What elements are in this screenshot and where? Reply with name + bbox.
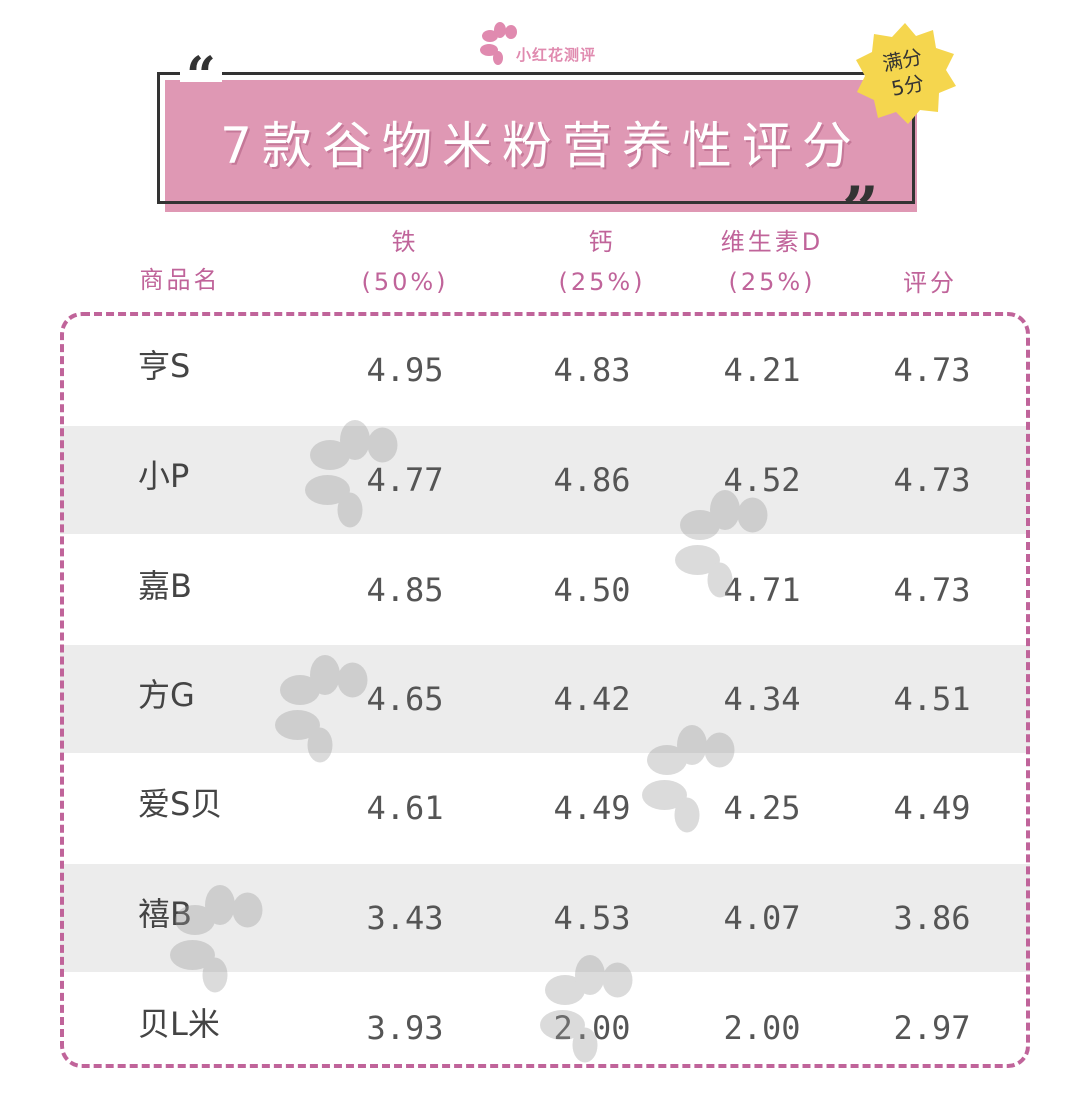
full-score-badge: 满分 5分	[850, 18, 960, 128]
table-row: 亨S 4.95 4.83 4.21 4.73	[60, 316, 1030, 424]
header-weight: (25%)	[558, 268, 646, 296]
header-label: 商品名	[139, 266, 221, 294]
vitd-value: 4.71	[723, 571, 801, 609]
calcium-value: 4.86	[553, 461, 631, 499]
vitd-value: 4.34	[723, 680, 801, 718]
product-name: 方G	[138, 676, 195, 714]
brand-logo: 小红花测评	[480, 22, 610, 72]
starburst-icon	[856, 23, 956, 124]
vitd-value: 2.00	[723, 1009, 801, 1047]
calcium-value: 4.53	[553, 899, 631, 937]
calcium-value: 4.83	[553, 351, 631, 389]
header-weight: (25%)	[728, 268, 816, 296]
column-header-calcium: 钙 (25%)	[522, 222, 682, 302]
header-label: 铁	[391, 228, 419, 256]
score-value: 4.51	[893, 680, 971, 718]
product-name: 嘉B	[138, 567, 192, 605]
score-value: 3.86	[893, 899, 971, 937]
header-label: 钙	[588, 228, 616, 256]
header-label: 评分	[903, 269, 957, 297]
score-value: 4.49	[893, 789, 971, 827]
score-value: 2.97	[893, 1009, 971, 1047]
table-row: 方G 4.65 4.42 4.34 4.51	[60, 645, 1030, 753]
column-header-vitd: 维生素D (25%)	[692, 222, 852, 302]
column-header-name: 商品名	[110, 260, 250, 300]
flower-icon	[480, 22, 517, 65]
column-header-score: 评分	[860, 263, 1000, 303]
calcium-value: 2.00	[553, 1009, 631, 1047]
score-table-frame	[60, 312, 1030, 1068]
iron-value: 3.93	[366, 1009, 444, 1047]
table-row: 禧B 3.43 4.53 4.07 3.86	[60, 864, 1030, 972]
table-row: 嘉B 4.85 4.50 4.71 4.73	[60, 536, 1030, 644]
vitd-value: 4.21	[723, 351, 801, 389]
score-value: 4.73	[893, 571, 971, 609]
product-name: 爱S贝	[138, 785, 223, 823]
calcium-value: 4.42	[553, 680, 631, 718]
iron-value: 4.95	[366, 351, 444, 389]
calcium-value: 4.49	[553, 789, 631, 827]
brand-name: 小红花测评	[516, 46, 597, 64]
product-name: 禧B	[138, 895, 192, 933]
calcium-value: 4.50	[553, 571, 631, 609]
open-quote-icon: “	[180, 51, 222, 103]
product-name: 贝L米	[138, 1005, 220, 1043]
vitd-value: 4.52	[723, 461, 801, 499]
header-label: 维生素D	[720, 228, 824, 256]
iron-value: 4.65	[366, 680, 444, 718]
score-value: 4.73	[893, 351, 971, 389]
column-header-iron: 铁 (50%)	[325, 222, 485, 302]
iron-value: 4.85	[366, 571, 444, 609]
product-name: 小P	[138, 457, 190, 495]
header-weight: (50%)	[361, 268, 449, 296]
title-banner	[165, 80, 917, 212]
iron-value: 3.43	[366, 899, 444, 937]
score-value: 4.73	[893, 461, 971, 499]
page-title: 7款谷物米粉营养性评分	[220, 117, 862, 175]
iron-value: 4.61	[366, 789, 444, 827]
vitd-value: 4.07	[723, 899, 801, 937]
table-row: 爱S贝 4.61 4.49 4.25 4.49	[60, 754, 1030, 862]
badge-line2: 5分	[889, 70, 927, 101]
title-frame	[157, 72, 915, 204]
product-name: 亨S	[138, 347, 191, 385]
iron-value: 4.77	[366, 461, 444, 499]
vitd-value: 4.25	[723, 789, 801, 827]
table-row: 小P 4.77 4.86 4.52 4.73	[60, 426, 1030, 534]
close-quote-icon: ”	[842, 173, 879, 248]
table-row: 贝L米 3.93 2.00 2.00 2.97	[60, 974, 1030, 1082]
